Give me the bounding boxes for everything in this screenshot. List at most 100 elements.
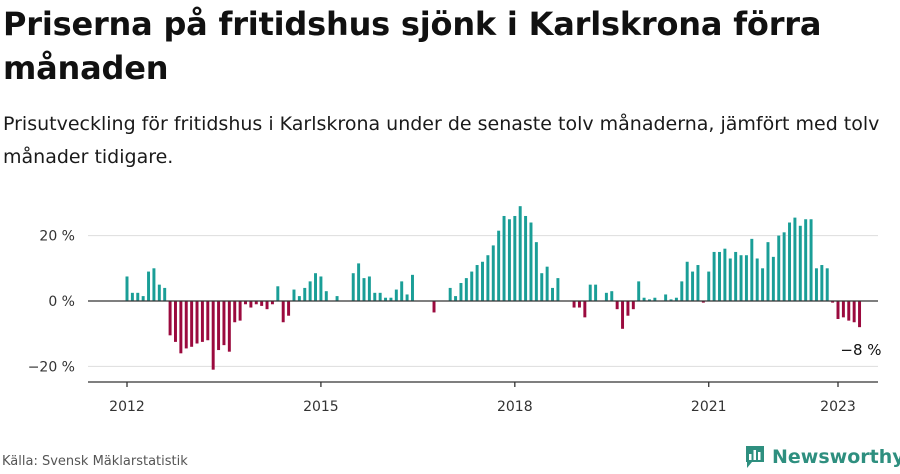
bar: [351, 273, 355, 301]
bar: [755, 258, 759, 301]
bar: [475, 265, 479, 301]
bar: [470, 271, 474, 301]
bar: [858, 301, 862, 328]
bar: [195, 301, 199, 344]
bar: [141, 296, 145, 301]
bar: [820, 265, 824, 301]
bar: [836, 301, 840, 319]
bar: [357, 263, 361, 301]
bar: [540, 273, 544, 301]
brand-name: Newsworthy: [772, 446, 900, 468]
bar: [707, 271, 711, 301]
bar: [394, 289, 398, 301]
bar: [610, 291, 614, 301]
y-tick-label: −20 %: [28, 359, 75, 375]
bar: [174, 301, 177, 342]
bar: [669, 299, 673, 301]
bar: [270, 301, 274, 305]
bar: [163, 287, 167, 301]
bar: [777, 235, 781, 301]
y-tick-label: 20 %: [39, 229, 75, 245]
x-tick-label: 2015: [303, 399, 339, 415]
bar: [432, 301, 436, 313]
bar: [583, 301, 587, 318]
bar: [642, 297, 646, 301]
bar: [696, 265, 700, 301]
bar: [825, 268, 829, 301]
bar: [249, 301, 253, 308]
bar: [577, 301, 581, 308]
bar: [367, 276, 371, 301]
bar: [238, 301, 242, 321]
bar: [626, 301, 630, 316]
bar: [136, 292, 140, 301]
bar: [400, 281, 404, 301]
bar: [788, 222, 791, 301]
bar: [637, 281, 641, 301]
bar: [653, 297, 657, 301]
source-note: Källa: Svensk Mäklarstatistik: [2, 454, 188, 469]
bar: [782, 232, 786, 301]
bar: [847, 301, 851, 321]
bar: [459, 283, 463, 301]
bar: [389, 297, 393, 301]
newsworthy-logo-icon: [746, 446, 764, 468]
bar: [502, 215, 506, 301]
x-tick-label: 2021: [691, 399, 727, 415]
bar: [518, 206, 522, 301]
bar: [744, 255, 748, 301]
bar: [287, 301, 291, 316]
bar: [648, 299, 651, 301]
bar: [314, 273, 317, 301]
bar: [691, 271, 695, 301]
bar: [168, 301, 172, 336]
bar: [373, 292, 377, 301]
bar: [680, 281, 684, 301]
bar: [841, 301, 845, 318]
bar: [481, 261, 484, 301]
bar: [588, 284, 592, 301]
bar: [685, 261, 689, 301]
bar: [362, 278, 366, 301]
bar: [254, 301, 258, 305]
bar: [378, 292, 382, 301]
x-tick-label: 2018: [497, 399, 533, 415]
x-tick-label: 2023: [820, 399, 856, 415]
bar: [448, 287, 452, 301]
chart-title: Priserna på fritidshus sjönk i Karlskron…: [3, 5, 822, 87]
bar: [335, 296, 339, 301]
bar: [718, 251, 721, 301]
bar: [615, 301, 619, 310]
bar: [211, 301, 215, 370]
bar: [319, 276, 323, 301]
bar: [723, 248, 727, 301]
bar: [852, 301, 856, 323]
bar: [491, 245, 495, 301]
bar: [556, 278, 560, 301]
bar: [631, 301, 635, 310]
bar: [497, 230, 501, 301]
bar: [750, 238, 754, 301]
bar: [831, 301, 835, 303]
bar: [244, 301, 247, 305]
bar: [545, 266, 549, 301]
bar: [793, 217, 797, 301]
bar: [297, 296, 301, 301]
bar: [281, 301, 285, 323]
bar: [798, 225, 802, 301]
bar: [507, 219, 511, 301]
bar: [664, 294, 668, 301]
bar: [739, 255, 743, 301]
bar: [260, 301, 264, 306]
bar: [179, 301, 183, 354]
bar: [265, 301, 269, 310]
bar: [524, 215, 528, 301]
bar: [190, 301, 194, 347]
bar: [712, 251, 716, 301]
bar: [594, 284, 598, 301]
bar: [534, 242, 538, 301]
bar: [308, 281, 312, 301]
bar: [454, 296, 458, 301]
x-tick-label: 2012: [109, 399, 145, 415]
